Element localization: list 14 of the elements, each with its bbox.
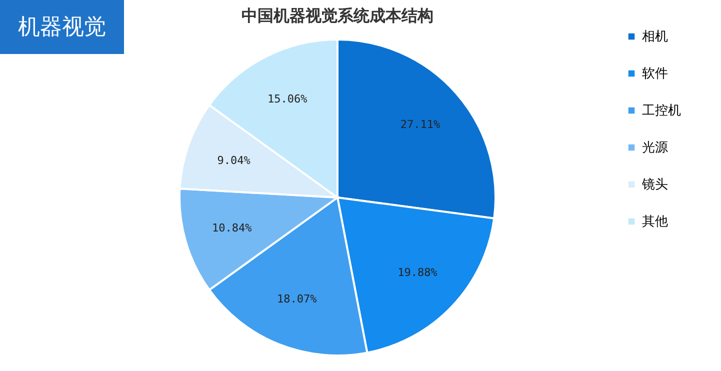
- chart-title: 中国机器视觉系统成本结构: [242, 6, 434, 25]
- legend-label: 其他: [642, 214, 668, 230]
- legend-label: 光源: [642, 140, 668, 156]
- legend-label: 工控机: [642, 104, 681, 118]
- data-label: 18.07%: [276, 292, 318, 306]
- data-label: 19.88%: [398, 266, 438, 280]
- legend-label: 镜头: [641, 178, 668, 192]
- data-label: 27.11%: [400, 118, 440, 132]
- text: 机器视觉: [0, 0, 124, 54]
- legend-label: 相机: [642, 30, 668, 44]
- data-label: 9.04%: [217, 154, 251, 167]
- legend-label: 软件: [642, 66, 668, 82]
- data-label: 15.06%: [268, 92, 308, 106]
- data-label: 10.84%: [212, 221, 252, 234]
